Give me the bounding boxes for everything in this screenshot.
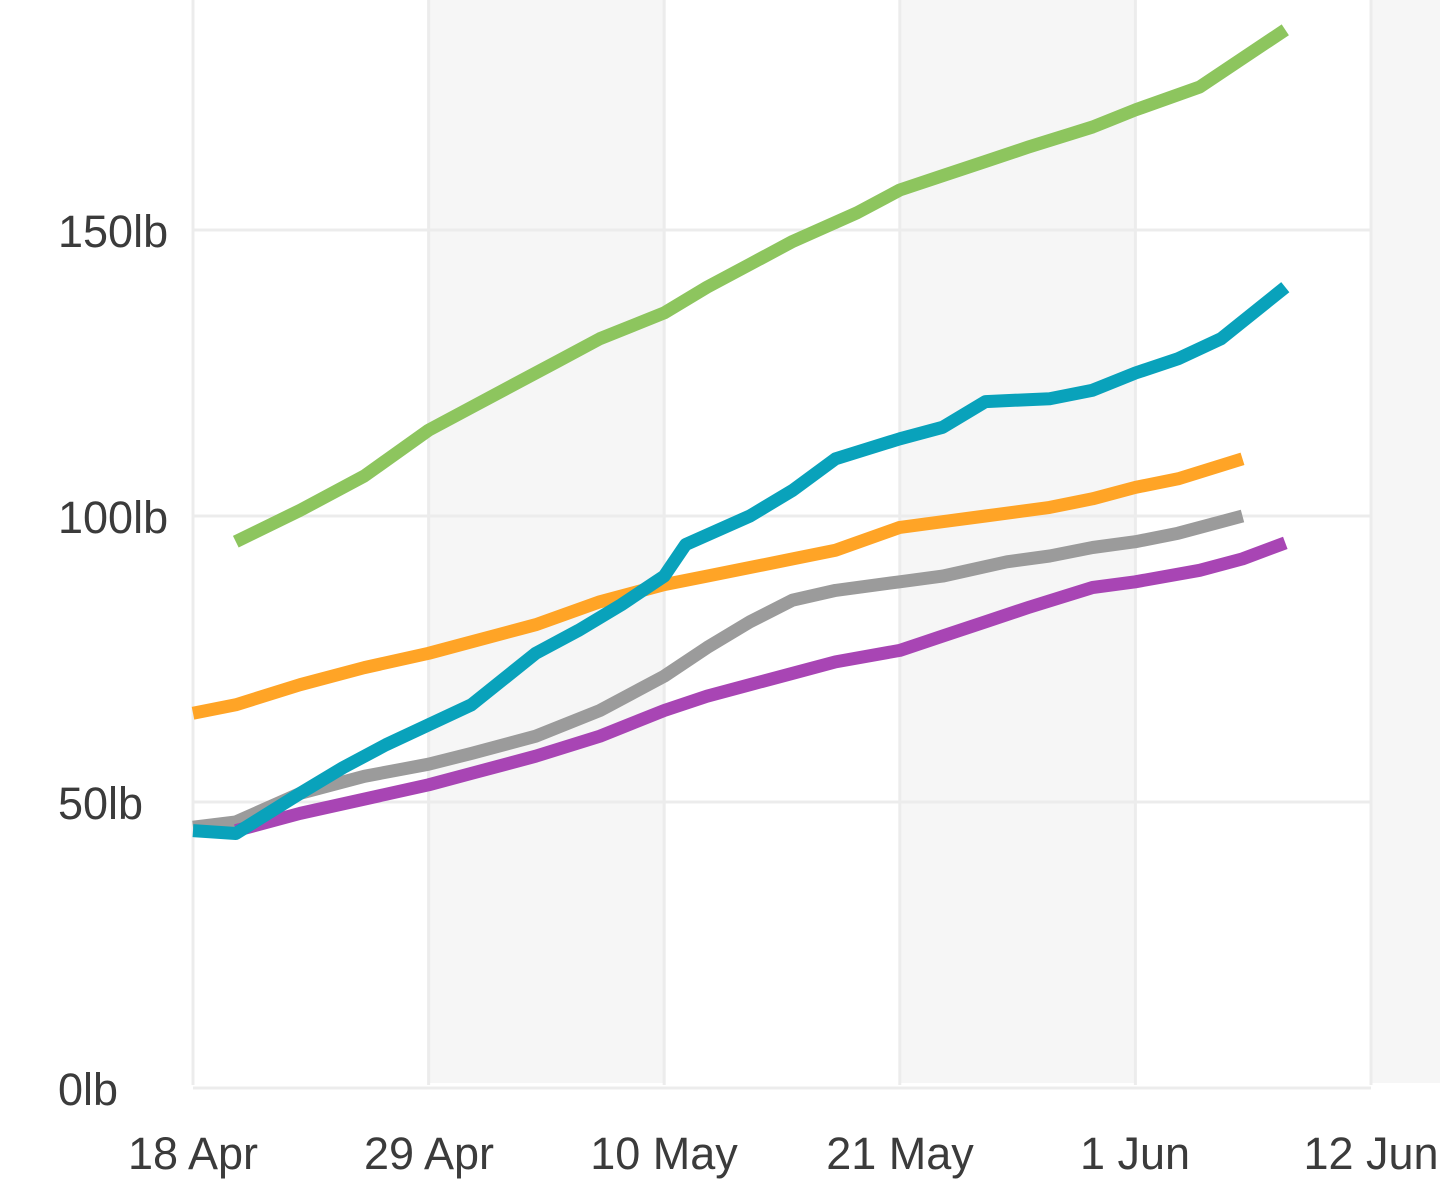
y-axis-label-100: 100lb bbox=[58, 492, 169, 543]
y-axis-label-0: 0lb bbox=[58, 1064, 119, 1115]
series-gray-line[interactable] bbox=[192, 509, 1245, 834]
y-axis-label-50: 50lb bbox=[58, 778, 144, 829]
series-orange-line[interactable] bbox=[191, 452, 1245, 720]
y-axis-label-150: 150lb bbox=[58, 206, 169, 257]
x-axis-label-12jun: 12 Jun bbox=[1303, 1128, 1439, 1179]
series-teal-line[interactable] bbox=[192, 282, 1290, 840]
x-axis-label-29apr: 29 Apr bbox=[363, 1128, 495, 1179]
background-band bbox=[428, 0, 665, 1083]
x-axis-label-21may: 21 May bbox=[826, 1128, 974, 1179]
x-axis-label-10may: 10 May bbox=[590, 1128, 738, 1179]
series-green-line[interactable] bbox=[232, 24, 1289, 548]
series-purple-line[interactable] bbox=[234, 536, 1288, 837]
x-axis-label-1jun: 1 Jun bbox=[1079, 1128, 1191, 1179]
background-band bbox=[1371, 0, 1440, 1083]
x-axis-label-18apr: 18 Apr bbox=[127, 1128, 259, 1179]
